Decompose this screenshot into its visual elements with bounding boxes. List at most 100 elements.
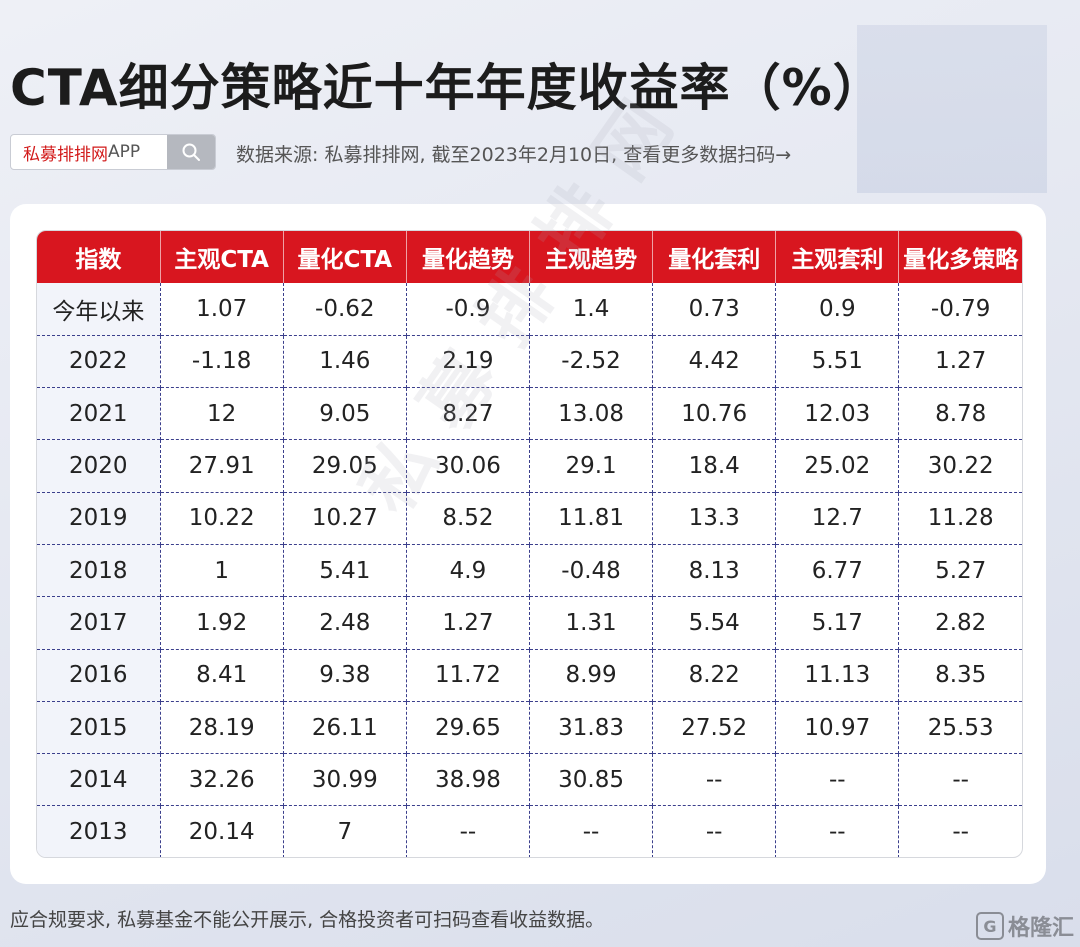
value-cell: 1.31: [528, 596, 653, 650]
value-cell: 20.14: [159, 805, 284, 857]
table-row: 2020 27.91 29.05 30.06 29.1 18.4 25.02 30.22: [37, 439, 1022, 493]
value-cell: 1: [159, 543, 284, 597]
value-cell: --: [898, 805, 1022, 857]
value-cell: 38.98: [405, 753, 530, 806]
search-input[interactable]: 私募排排网 APP: [11, 135, 167, 169]
value-cell: 2.48: [282, 596, 407, 650]
search-box[interactable]: 私募排排网 APP: [10, 134, 216, 170]
brand-logo: G 格隆汇: [976, 910, 1074, 942]
value-cell: 11.81: [528, 491, 653, 545]
value-cell: -0.79: [898, 283, 1022, 336]
value-cell: --: [775, 805, 899, 857]
value-cell: 5.27: [898, 543, 1022, 597]
table-header-row: 指数 主观CTA 量化CTA 量化趋势 主观趋势 量化套利 主观套利 量化多策略: [37, 231, 1022, 283]
value-cell: 4.42: [652, 334, 776, 388]
search-suffix: APP: [108, 142, 141, 162]
row-label-cell: 2016: [37, 648, 161, 702]
value-cell: 8.41: [159, 648, 284, 702]
value-cell: 8.22: [652, 648, 776, 702]
value-cell: 5.41: [282, 543, 407, 597]
value-cell: 9.38: [282, 648, 407, 702]
table-row: 2017 1.92 2.48 1.27 1.31 5.54 5.17 2.82: [37, 596, 1022, 650]
column-header: 指数: [37, 231, 161, 283]
table-wrapper: 指数 主观CTA 量化CTA 量化趋势 主观趋势 量化套利 主观套利 量化多策略 今年以来 1.…: [36, 230, 1023, 858]
column-header: 主观CTA: [159, 231, 284, 283]
value-cell: 10.22: [159, 491, 284, 545]
value-cell: 6.77: [775, 543, 899, 597]
row-label-cell: 2020: [37, 439, 161, 493]
value-cell: -0.9: [405, 283, 530, 336]
table-row: 2022 -1.18 1.46 2.19 -2.52 4.42 5.51 1.27: [37, 334, 1022, 388]
value-cell: 1.27: [405, 596, 530, 650]
value-cell: 8.52: [405, 491, 530, 545]
value-cell: --: [775, 753, 899, 806]
value-cell: 27.52: [652, 700, 776, 754]
search-brand: 私募排排网: [23, 144, 108, 165]
value-cell: 30.85: [528, 753, 653, 806]
table-card: 指数 主观CTA 量化CTA 量化趋势 主观趋势 量化套利 主观套利 量化多策略 今年以来 1.…: [10, 204, 1046, 884]
table-row: 2019 10.22 10.27 8.52 11.81 13.3 12.7 11.28: [37, 491, 1022, 545]
row-label-cell: 今年以来: [37, 283, 161, 336]
data-source-note: 数据来源: 私募排排网, 截至2023年2月10日, 查看更多数据扫码→: [236, 144, 792, 166]
table-body: 今年以来 1.07 -0.62 -0.9 1.4 0.73 0.9 -0.79 2022 -1.1…: [37, 283, 1022, 857]
value-cell: 18.4: [652, 439, 776, 493]
table-row: 2018 1 5.41 4.9 -0.48 8.13 6.77 5.27: [37, 543, 1022, 597]
value-cell: 30.22: [898, 439, 1022, 493]
value-cell: 32.26: [159, 753, 284, 806]
table-row: 2013 20.14 7 -- -- -- -- --: [37, 805, 1022, 857]
decorative-panel: [857, 25, 1047, 193]
value-cell: 10.27: [282, 491, 407, 545]
value-cell: 8.27: [405, 387, 530, 440]
value-cell: 5.51: [775, 334, 899, 388]
value-cell: 1.07: [159, 283, 284, 336]
row-label-cell: 2018: [37, 543, 161, 597]
value-cell: 8.13: [652, 543, 776, 597]
search-icon: [182, 143, 200, 161]
value-cell: 13.3: [652, 491, 776, 545]
row-label-cell: 2021: [37, 387, 161, 440]
search-button[interactable]: [167, 135, 215, 169]
returns-table: 指数 主观CTA 量化CTA 量化趋势 主观趋势 量化套利 主观套利 量化多策略 今年以来 1.…: [37, 231, 1022, 857]
value-cell: 12.7: [775, 491, 899, 545]
value-cell: -0.48: [528, 543, 653, 597]
value-cell: 31.83: [528, 700, 653, 754]
value-cell: --: [898, 753, 1022, 806]
value-cell: 27.91: [159, 439, 284, 493]
column-header: 量化趋势: [405, 231, 530, 283]
value-cell: 1.92: [159, 596, 284, 650]
value-cell: 8.78: [898, 387, 1022, 440]
column-header: 主观趋势: [528, 231, 653, 283]
row-label-cell: 2022: [37, 334, 161, 388]
value-cell: 25.02: [775, 439, 899, 493]
value-cell: 2.19: [405, 334, 530, 388]
column-header: 量化多策略: [898, 231, 1022, 283]
table-row: 2021 12 9.05 8.27 13.08 10.76 12.03 8.78: [37, 387, 1022, 440]
value-cell: 13.08: [528, 387, 653, 440]
table-row: 2016 8.41 9.38 11.72 8.99 8.22 11.13 8.35: [37, 648, 1022, 702]
value-cell: 1.4: [528, 283, 653, 336]
column-header: 主观套利: [775, 231, 899, 283]
value-cell: 11.72: [405, 648, 530, 702]
value-cell: 29.05: [282, 439, 407, 493]
page-title: CTA细分策略近十年年度收益率（%）: [10, 59, 884, 117]
table-row: 今年以来 1.07 -0.62 -0.9 1.4 0.73 0.9 -0.79: [37, 283, 1022, 336]
value-cell: --: [652, 805, 776, 857]
value-cell: 1.27: [898, 334, 1022, 388]
table-row: 2015 28.19 26.11 29.65 31.83 27.52 10.97 25.53: [37, 700, 1022, 754]
value-cell: 5.17: [775, 596, 899, 650]
value-cell: -1.18: [159, 334, 284, 388]
value-cell: 8.99: [528, 648, 653, 702]
column-header: 量化CTA: [282, 231, 407, 283]
value-cell: 26.11: [282, 700, 407, 754]
value-cell: --: [652, 753, 776, 806]
value-cell: 30.99: [282, 753, 407, 806]
value-cell: 29.65: [405, 700, 530, 754]
value-cell: -0.62: [282, 283, 407, 336]
logo-text: 格隆汇: [1008, 916, 1075, 941]
row-label-cell: 2014: [37, 753, 161, 806]
footer-note: 应合规要求, 私募基金不能公开展示, 合格投资者可扫码查看收益数据。: [10, 909, 605, 931]
value-cell: --: [528, 805, 653, 857]
value-cell: 11.13: [775, 648, 899, 702]
logo-mark-icon: G: [976, 912, 1004, 940]
value-cell: --: [405, 805, 530, 857]
